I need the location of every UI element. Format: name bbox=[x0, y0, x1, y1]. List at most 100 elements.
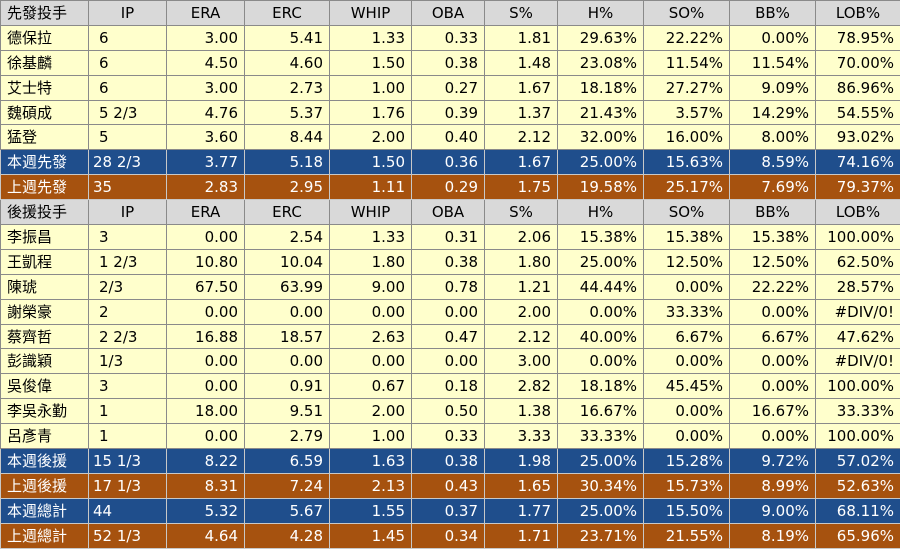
column-header: BB% bbox=[730, 1, 816, 26]
stat-cell: 0.00% bbox=[730, 25, 816, 50]
stat-cell: 63.99 bbox=[245, 274, 330, 299]
stat-cell: 2.00 bbox=[485, 299, 558, 324]
column-header: ERC bbox=[245, 1, 330, 26]
column-header: H% bbox=[558, 1, 644, 26]
column-header: IP bbox=[89, 200, 167, 225]
stat-cell: 100.00% bbox=[816, 374, 900, 399]
stat-cell: 7.69% bbox=[730, 175, 816, 200]
stat-cell: 2.83 bbox=[167, 175, 245, 200]
pitcher-name: 王凱程 bbox=[1, 249, 89, 274]
stat-cell: #DIV/0! bbox=[816, 299, 900, 324]
stat-cell: 8.31 bbox=[167, 473, 245, 498]
stat-cell: 22.22% bbox=[730, 274, 816, 299]
stat-cell: 2.12 bbox=[485, 125, 558, 150]
stat-cell: 0.00% bbox=[644, 274, 730, 299]
stat-cell: 0.38 bbox=[412, 449, 485, 474]
pitcher-name: 李振昌 bbox=[1, 225, 89, 250]
pitcher-name: 吳俊偉 bbox=[1, 374, 89, 399]
column-header: SO% bbox=[644, 200, 730, 225]
stat-cell: 17 1/3 bbox=[89, 473, 167, 498]
pitcher-name: 艾士特 bbox=[1, 75, 89, 100]
stat-cell: 2/3 bbox=[89, 274, 167, 299]
stat-cell: 44.44% bbox=[558, 274, 644, 299]
stat-cell: 27.27% bbox=[644, 75, 730, 100]
stat-cell: 1/3 bbox=[89, 349, 167, 374]
stat-cell: 5.37 bbox=[245, 100, 330, 125]
stat-cell: 57.02% bbox=[816, 449, 900, 474]
stat-cell: 0.00% bbox=[730, 374, 816, 399]
pitcher-name: 本週後援 bbox=[1, 449, 89, 474]
stat-cell: 0.34 bbox=[412, 523, 485, 548]
stat-cell: 8.19% bbox=[730, 523, 816, 548]
stat-cell: 25.00% bbox=[558, 449, 644, 474]
stat-cell: 62.50% bbox=[816, 249, 900, 274]
stat-cell: 21.43% bbox=[558, 100, 644, 125]
stat-cell: 15 1/3 bbox=[89, 449, 167, 474]
pitcher-name: 李吳永勤 bbox=[1, 399, 89, 424]
stat-cell: 6.59 bbox=[245, 449, 330, 474]
stat-cell: 2.95 bbox=[245, 175, 330, 200]
stat-cell: 0.91 bbox=[245, 374, 330, 399]
stat-cell: 3 bbox=[89, 225, 167, 250]
stat-cell: 0.00 bbox=[412, 349, 485, 374]
stat-cell: 45.45% bbox=[644, 374, 730, 399]
stat-cell: 1.00 bbox=[330, 424, 412, 449]
stat-cell: 0.00 bbox=[167, 374, 245, 399]
stat-cell: #DIV/0! bbox=[816, 349, 900, 374]
pitcher-name: 徐基麟 bbox=[1, 50, 89, 75]
stat-cell: 0.00% bbox=[730, 424, 816, 449]
stat-cell: 1.71 bbox=[485, 523, 558, 548]
stat-cell: 7.24 bbox=[245, 473, 330, 498]
stat-cell: 54.55% bbox=[816, 100, 900, 125]
stat-cell: 0.00 bbox=[330, 349, 412, 374]
stat-cell: 2 2/3 bbox=[89, 324, 167, 349]
stat-cell: 15.63% bbox=[644, 150, 730, 175]
stat-cell: 4.50 bbox=[167, 50, 245, 75]
stat-cell: 32.00% bbox=[558, 125, 644, 150]
stat-cell: 18.18% bbox=[558, 75, 644, 100]
stat-cell: 0.33 bbox=[412, 424, 485, 449]
stat-cell: 0.67 bbox=[330, 374, 412, 399]
stat-cell: 16.00% bbox=[644, 125, 730, 150]
stat-cell: 2.54 bbox=[245, 225, 330, 250]
stat-cell: 0.00% bbox=[644, 424, 730, 449]
stat-cell: 1.98 bbox=[485, 449, 558, 474]
stat-cell: 3.60 bbox=[167, 125, 245, 150]
stat-cell: 67.50 bbox=[167, 274, 245, 299]
stat-cell: 78.95% bbox=[816, 25, 900, 50]
stat-cell: 5.41 bbox=[245, 25, 330, 50]
pitcher-name: 陳琥 bbox=[1, 274, 89, 299]
stat-cell: 3.00 bbox=[167, 25, 245, 50]
stat-cell: 2.12 bbox=[485, 324, 558, 349]
column-header: ERA bbox=[167, 1, 245, 26]
stat-cell: 1.76 bbox=[330, 100, 412, 125]
pitcher-name: 呂彥青 bbox=[1, 424, 89, 449]
stat-cell: 1.37 bbox=[485, 100, 558, 125]
stat-cell: 70.00% bbox=[816, 50, 900, 75]
stat-cell: 0.00% bbox=[558, 349, 644, 374]
stat-cell: 1.63 bbox=[330, 449, 412, 474]
stat-cell: 30.34% bbox=[558, 473, 644, 498]
stat-cell: 0.00 bbox=[167, 349, 245, 374]
column-header: H% bbox=[558, 200, 644, 225]
stat-cell: 9.00 bbox=[330, 274, 412, 299]
stat-cell: 52.63% bbox=[816, 473, 900, 498]
stat-cell: 0.50 bbox=[412, 399, 485, 424]
pitcher-name: 上週先發 bbox=[1, 175, 89, 200]
stat-cell: 0.43 bbox=[412, 473, 485, 498]
stat-cell: 35 bbox=[89, 175, 167, 200]
stat-cell: 0.00% bbox=[558, 299, 644, 324]
stat-cell: 0.00% bbox=[730, 349, 816, 374]
column-header: OBA bbox=[412, 1, 485, 26]
stat-cell: 93.02% bbox=[816, 125, 900, 150]
stat-cell: 0.00% bbox=[644, 399, 730, 424]
